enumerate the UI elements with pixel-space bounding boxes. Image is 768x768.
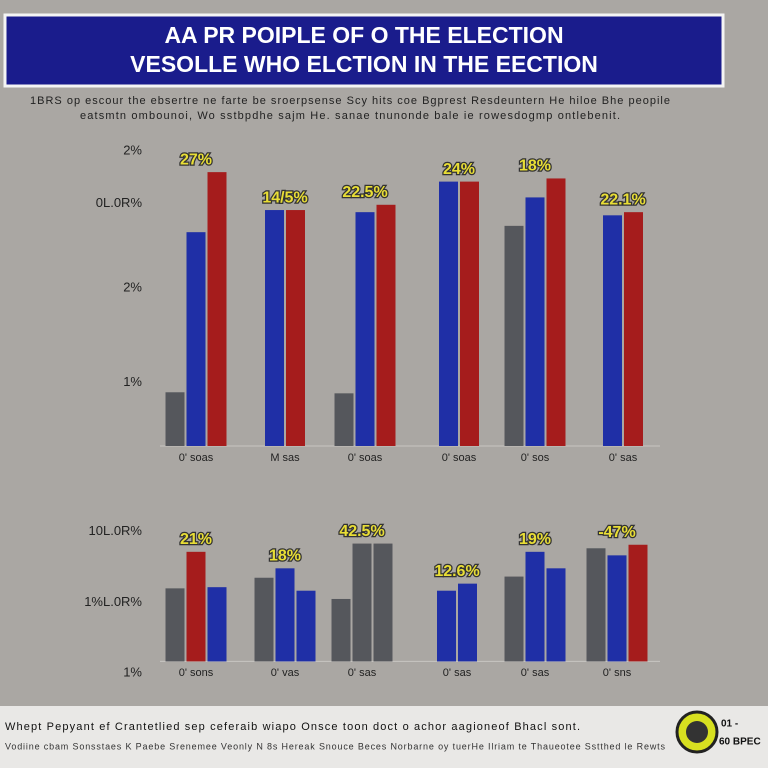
bar [525,551,545,662]
footer-text: Whept Pepyant ef Crantetlied sep ceferai… [5,721,580,733]
bar [207,587,227,662]
data-label: 18% [519,158,551,175]
y-tick-label: 2% [123,143,142,158]
bar [546,568,566,662]
bar [458,583,477,662]
data-label: 42.5% [339,523,384,540]
data-label: 24% [443,161,475,178]
bar [628,544,648,662]
bar [254,577,274,662]
data-label: 22.1% [600,191,645,208]
data-label: 22.5% [342,184,387,201]
bar [437,590,456,662]
footer-band [0,706,768,768]
x-tick-label: 0' sas [443,667,472,679]
y-tick-label: 1%L.0R% [84,594,142,609]
bar [504,225,524,446]
title-banner [3,13,725,88]
bar [586,548,606,662]
subtitle: 1BRS op escour the ebsertre ne farte be … [30,95,670,107]
bar [331,598,351,662]
y-tick-label: 2% [123,279,142,294]
title: AA PR POIPLE OF O THE ELECTION [164,22,563,48]
x-tick-label: 0' soas [179,452,214,464]
bar [165,588,185,662]
data-label: 19% [519,531,551,548]
title: VESOLLE WHO ELCTION IN THE EECTION [130,51,598,77]
data-label: 12.6% [434,563,479,580]
x-tick-label: 0' sos [521,452,550,464]
bar [460,181,479,446]
bar [607,555,627,662]
bar [165,392,185,446]
x-tick-label: 0' sas [348,667,377,679]
x-tick-label: 0' sons [179,667,214,679]
bar [265,210,284,446]
bar [186,551,206,662]
bar [334,393,354,446]
bar [207,172,227,446]
x-tick-label: 0' sas [521,667,550,679]
x-tick-label: 0' soas [442,452,477,464]
y-tick-label: 10L.0R% [89,523,143,538]
bar [439,181,458,446]
bar [286,210,305,446]
data-label: 21% [180,531,212,548]
bar [296,590,316,662]
badge-icon [686,721,708,743]
data-label: 18% [269,548,301,565]
x-tick-label: M sas [270,452,300,464]
subtitle: eatsmtn ombounoi, Wo sstbpdhe sajm He. s… [80,110,620,122]
data-label: 14/5% [262,189,307,206]
bar [186,232,206,446]
x-tick-label: 0' soas [348,452,383,464]
bar [525,197,545,446]
y-tick-label: 1% [123,374,142,389]
x-tick-label: 0' sns [603,667,632,679]
bar [603,215,622,446]
x-tick-label: 0' vas [271,667,300,679]
bar [546,178,566,446]
badge-text: 01 - [721,719,738,730]
bar [275,568,295,662]
y-tick-label: 0L.0R% [96,195,143,210]
bar [376,204,396,446]
bar [355,212,375,446]
bar [504,576,524,662]
bar [624,212,643,446]
footer-text: Vodiine cbam Sonsstaes K Paebe Srenemee … [5,741,665,751]
data-label: -47% [598,524,635,541]
data-label: 27% [180,151,212,168]
bar [373,543,393,662]
badge-text: 60 BPEC [719,737,761,748]
x-tick-label: 0' sas [609,452,638,464]
y-tick-label: 1% [123,665,142,680]
bar [352,543,372,662]
